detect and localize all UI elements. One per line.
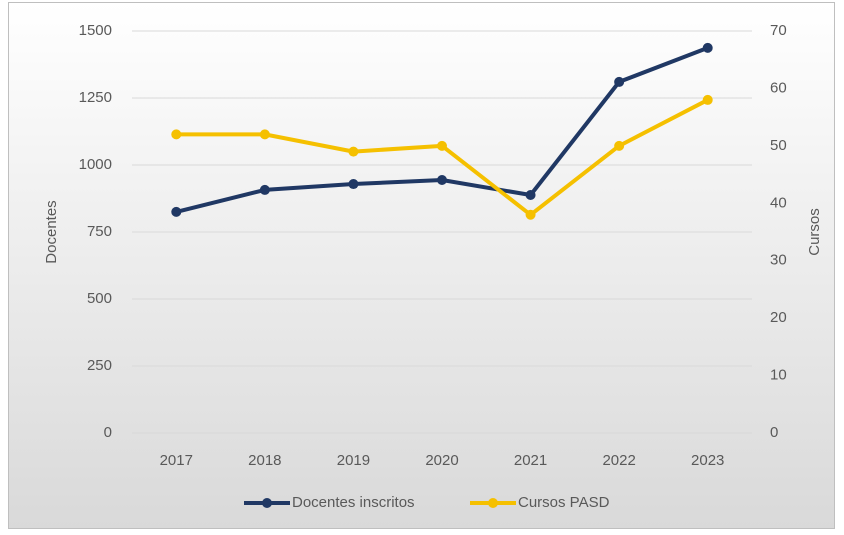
y2-tick-label: 60 <box>770 79 787 96</box>
y2-tick-label: 10 <box>770 367 787 384</box>
y-axis-label: Docentes <box>43 200 60 263</box>
x-tick-label: 2019 <box>337 452 370 469</box>
data-point <box>614 76 625 87</box>
x-tick-label: 2021 <box>514 452 547 469</box>
y-tick-label: 1250 <box>79 89 112 106</box>
chart-background <box>8 2 835 529</box>
data-point <box>702 94 713 105</box>
legend-marker <box>262 498 272 508</box>
x-tick-label: 2020 <box>425 452 458 469</box>
data-point <box>437 140 447 151</box>
y2-tick-label: 20 <box>770 309 787 326</box>
y-tick-label: 1000 <box>79 156 112 173</box>
legend-marker <box>488 498 498 508</box>
legend-label: Cursos PASD <box>518 494 610 511</box>
data-point <box>348 179 359 190</box>
data-point <box>171 129 182 140</box>
y2-tick-label: 70 <box>770 22 787 39</box>
y-tick-label: 0 <box>104 424 112 441</box>
y2-tick-label: 30 <box>770 252 787 269</box>
y-tick-label: 750 <box>87 223 112 240</box>
data-point <box>348 146 359 157</box>
data-point <box>525 190 536 201</box>
y-tick-label: 1500 <box>79 22 112 39</box>
x-tick-label: 2022 <box>602 452 635 469</box>
x-tick-label: 2017 <box>160 452 193 469</box>
y-tick-label: 500 <box>87 290 112 307</box>
y2-tick-label: 40 <box>770 194 787 211</box>
data-point <box>437 175 447 186</box>
x-tick-label: 2018 <box>248 452 281 469</box>
x-tick-label: 2023 <box>691 452 724 469</box>
y2-tick-label: 0 <box>770 424 778 441</box>
data-point <box>171 206 182 217</box>
y2-tick-label: 50 <box>770 137 787 154</box>
data-point <box>259 129 270 140</box>
data-point <box>525 209 536 220</box>
data-point <box>702 42 713 53</box>
y-tick-label: 250 <box>87 357 112 374</box>
data-point <box>259 184 270 195</box>
y2-axis-label: Cursos <box>806 208 823 256</box>
data-point <box>614 140 625 151</box>
legend-label: Docentes inscritos <box>292 494 415 511</box>
